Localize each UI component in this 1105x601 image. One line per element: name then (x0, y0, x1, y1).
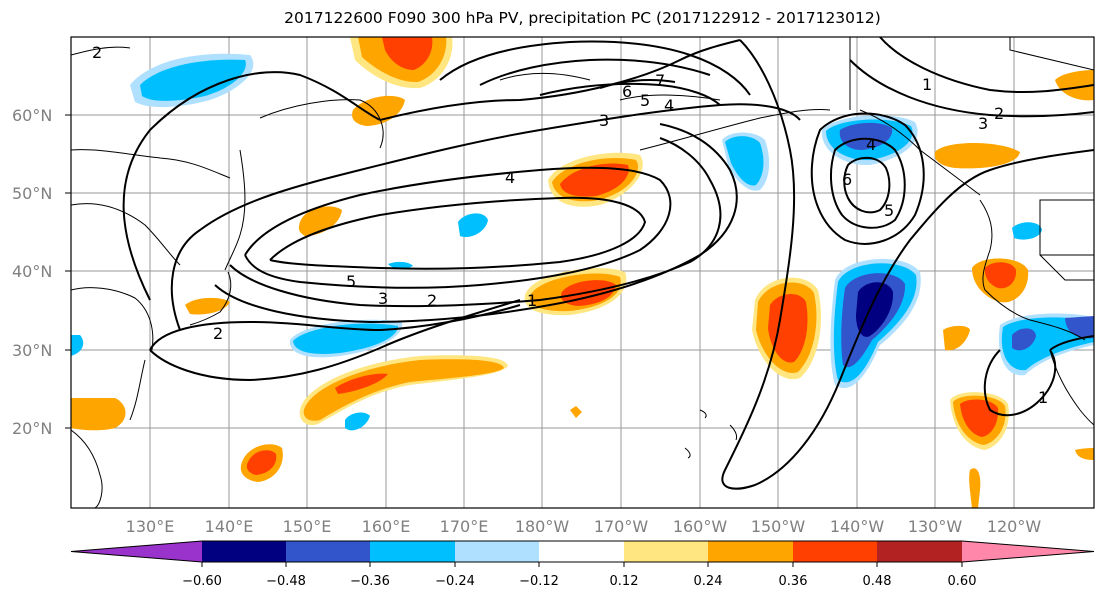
colorbar-tick-label: 0.60 (948, 574, 977, 589)
lon-label: 160°W (673, 517, 728, 536)
colorbar-segment (539, 541, 624, 562)
colorbar-segment (708, 541, 793, 562)
contour-label: 4 (664, 96, 674, 115)
lon-label: 170°W (594, 517, 649, 536)
contour-label: 4 (505, 168, 515, 187)
map-content: 2 7 6 5 4 3 1 2 3 4 6 5 4 5 3 2 1 2 1 (71, 37, 1094, 508)
contour-label: 5 (346, 272, 356, 291)
contour-label: 4 (866, 135, 876, 154)
colorbar-tick-label: −0.12 (519, 574, 559, 589)
lon-label: 140°E (205, 517, 254, 536)
contour-label: 1 (1038, 388, 1048, 407)
axis-ticks (65, 114, 71, 429)
colorbar-segment (962, 541, 1094, 562)
colorbar-segment (624, 541, 708, 562)
lat-label: 60°N (12, 106, 52, 125)
contour-label: 6 (842, 170, 852, 189)
colorbar-segment (286, 541, 370, 562)
lat-label: 50°N (12, 184, 52, 203)
colorbar-tick-label: −0.60 (182, 574, 222, 589)
lon-label: 120°W (987, 517, 1042, 536)
colorbar-segment (370, 541, 455, 562)
contour-label: 3 (599, 111, 609, 130)
colorbar-segment (877, 541, 962, 562)
pv-contours (122, 37, 1094, 490)
lon-label: 170°E (440, 517, 489, 536)
colorbar (70, 540, 1095, 567)
colorbar-segment (71, 541, 202, 562)
contour-label: 2 (994, 104, 1004, 123)
colorbar-tick-label: −0.48 (266, 574, 306, 589)
lat-label: 30°N (12, 341, 52, 360)
lat-label: 20°N (12, 419, 52, 438)
lon-label: 130°W (908, 517, 963, 536)
colorbar-tick-label: −0.24 (435, 574, 475, 589)
lon-label: 130°E (126, 517, 175, 536)
contour-label: 2 (92, 43, 102, 62)
gridlines (71, 37, 1094, 508)
contour-label: 5 (884, 201, 894, 220)
contour-labels: 2 7 6 5 4 3 1 2 3 4 6 5 4 5 3 2 1 2 1 (92, 43, 1048, 407)
contour-label: 5 (640, 91, 650, 110)
contour-label: 2 (213, 324, 223, 343)
lon-label: 140°W (830, 517, 885, 536)
contour-label: 6 (622, 82, 632, 101)
colorbar-segment (202, 541, 286, 562)
lon-label: 150°E (283, 517, 332, 536)
map-frame (70, 36, 1095, 509)
contour-label: 3 (378, 289, 388, 308)
colorbar-tick-label: 0.12 (610, 574, 639, 589)
map-title: 2017122600 F090 300 hPa PV, precipitatio… (284, 9, 881, 27)
contour-label: 7 (655, 71, 665, 90)
colorbar-tick-label: 0.24 (694, 574, 723, 589)
precip-shading (71, 37, 1094, 508)
lat-label: 40°N (12, 262, 52, 281)
contour-label: 2 (427, 291, 437, 310)
colorbar-segment (455, 541, 539, 562)
lon-label: 160°E (362, 517, 411, 536)
colorbar-tick-label: 0.36 (779, 574, 808, 589)
longitude-labels: 130°E 140°E 150°E 160°E 170°E 180°W 170°… (126, 517, 1042, 536)
lon-label: 150°W (751, 517, 806, 536)
colorbar-tick-label: −0.36 (350, 574, 390, 589)
contour-label: 1 (527, 291, 537, 310)
contour-label: 1 (922, 75, 932, 94)
colorbar-tick-labels: −0.60 −0.48 −0.36 −0.24 −0.12 0.12 0.24 … (182, 574, 976, 589)
colorbar-tick-label: 0.48 (863, 574, 892, 589)
colorbar-segment (793, 541, 877, 562)
latitude-labels: 60°N 50°N 40°N 30°N 20°N (12, 106, 52, 438)
contour-label: 3 (978, 114, 988, 133)
lon-label: 180°W (515, 517, 570, 536)
